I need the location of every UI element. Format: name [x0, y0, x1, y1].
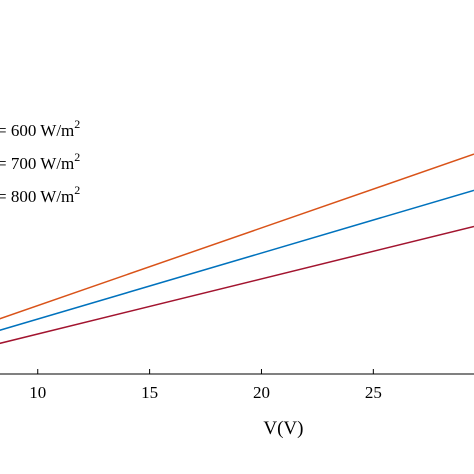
x-tick-label: 25 — [365, 383, 382, 402]
legend-entry-1: = 600 W/m2 — [0, 117, 80, 140]
legend-entry-2: = 700 W/m2 — [0, 150, 80, 173]
x-tick-label: 15 — [141, 383, 158, 402]
legend-entry-3: = 800 W/m2 — [0, 183, 80, 206]
series-line-3 — [0, 225, 474, 345]
x-tick-label: 10 — [29, 383, 46, 402]
series-line-1 — [0, 153, 474, 320]
series-line-2 — [0, 189, 474, 331]
series-layer — [0, 153, 474, 345]
x-ticks: 10 15 20 25 — [29, 369, 382, 402]
legend: = 600 W/m2 = 700 W/m2 = 800 W/m2 — [0, 117, 80, 206]
x-axis-label: V(V) — [263, 418, 303, 439]
x-tick-label: 20 — [253, 383, 270, 402]
